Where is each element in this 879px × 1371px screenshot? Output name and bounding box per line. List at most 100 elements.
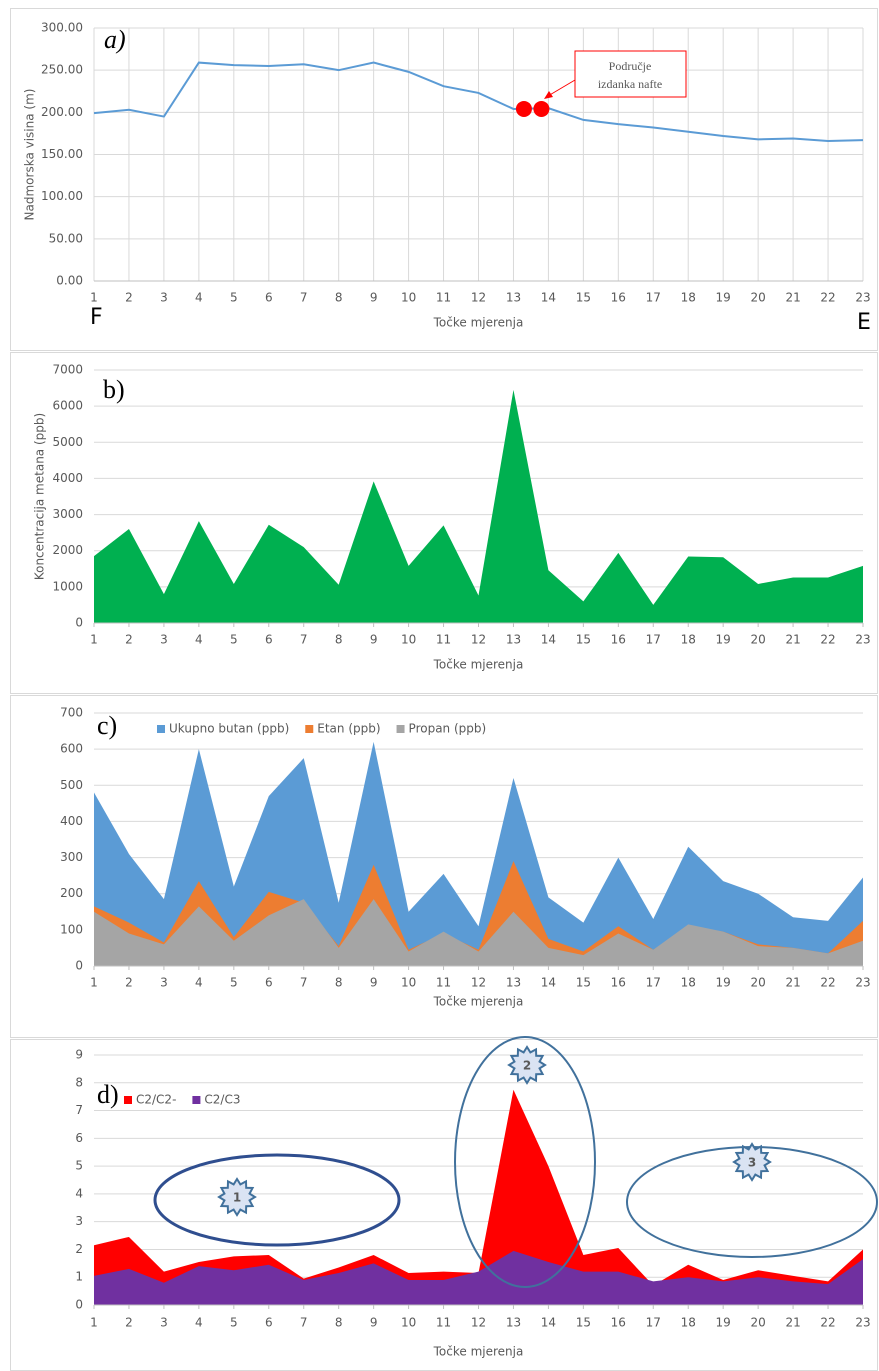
x-tick-label: 1 <box>90 976 98 990</box>
x-tick-label: 18 <box>681 291 696 305</box>
y-tick-label: 0.00 <box>56 274 83 288</box>
x-tick-label: 19 <box>716 291 731 305</box>
x-axis-label: Točke mjerenja <box>433 1345 524 1359</box>
x-tick-label: 17 <box>646 1316 661 1330</box>
legend-label: Propan (ppb) <box>409 722 487 736</box>
x-tick-label: 21 <box>785 976 800 990</box>
x-tick-label: 5 <box>230 633 238 647</box>
x-tick-label: 20 <box>750 976 765 990</box>
x-tick-label: 2 <box>125 633 133 647</box>
x-tick-label: 20 <box>750 291 765 305</box>
x-tick-label: 17 <box>646 291 661 305</box>
badge <box>217 1177 257 1217</box>
x-tick-label: 9 <box>370 1316 378 1330</box>
y-tick-label: 300.00 <box>41 21 83 35</box>
x-axis-label: Točke mjerenja <box>433 316 524 330</box>
x-tick-label: 6 <box>265 976 273 990</box>
y-tick-label: 4 <box>75 1186 83 1200</box>
x-tick-label: 19 <box>716 633 731 647</box>
y-tick-label: 150.00 <box>41 147 83 161</box>
legend-swatch <box>396 725 405 733</box>
x-tick-label: 18 <box>681 976 696 990</box>
legend-swatch <box>192 1096 201 1104</box>
x-tick-label: 12 <box>471 976 486 990</box>
y-tick-label: 5000 <box>52 435 83 449</box>
y-tick-label: 7 <box>75 1103 83 1117</box>
arrow-head <box>544 91 553 99</box>
x-tick-label: 4 <box>195 976 203 990</box>
x-tick-label: 1 <box>90 1316 98 1330</box>
y-tick-label: 200 <box>60 886 83 900</box>
badge-label: 2 <box>523 1059 531 1073</box>
x-tick-label: 7 <box>300 633 308 647</box>
x-tick-label: 17 <box>646 633 661 647</box>
y-tick-label: 600 <box>60 742 83 756</box>
x-tick-label: 18 <box>681 1316 696 1330</box>
x-tick-label: 15 <box>576 1316 591 1330</box>
marker <box>533 100 550 117</box>
x-tick-label: 16 <box>611 1316 626 1330</box>
y-tick-label: 100 <box>60 922 83 936</box>
x-tick-label: 21 <box>785 291 800 305</box>
y-tick-label: 3 <box>75 1214 83 1228</box>
legend-label: Ukupno butan (ppb) <box>169 722 289 736</box>
x-tick-label: 15 <box>576 633 591 647</box>
x-tick-label: 19 <box>716 1316 731 1330</box>
x-tick-label: 22 <box>820 976 835 990</box>
x-tick-label: 5 <box>230 976 238 990</box>
x-tick-label: 1 <box>90 291 98 305</box>
start-label: F <box>90 305 103 330</box>
panel-title: c) <box>97 711 117 740</box>
y-tick-label: 50.00 <box>49 231 83 245</box>
legend-label: Etan (ppb) <box>317 722 380 736</box>
x-tick-label: 17 <box>646 976 661 990</box>
x-tick-label: 13 <box>506 633 521 647</box>
y-tick-label: 2 <box>75 1242 83 1256</box>
x-tick-label: 9 <box>370 291 378 305</box>
x-tick-label: 1 <box>90 633 98 647</box>
y-tick-label: 400 <box>60 814 83 828</box>
x-tick-label: 8 <box>335 633 343 647</box>
y-tick-label: 4000 <box>52 471 83 485</box>
x-tick-label: 7 <box>300 976 308 990</box>
annotation-text: izdanka nafte <box>598 77 662 91</box>
x-tick-label: 11 <box>436 1316 451 1330</box>
x-tick-label: 8 <box>335 1316 343 1330</box>
annotation-arrow <box>547 79 576 97</box>
panel-frame <box>10 352 878 694</box>
y-tick-label: 0 <box>75 616 83 630</box>
panel-title: b) <box>103 375 125 404</box>
panel-title: d) <box>97 1080 119 1109</box>
legend-swatch <box>305 725 314 733</box>
x-tick-label: 13 <box>506 291 521 305</box>
x-tick-label: 9 <box>370 976 378 990</box>
y-axis-label: Koncentracija metana (ppb) <box>33 413 47 580</box>
x-tick-label: 4 <box>195 291 203 305</box>
highlight-ellipse <box>153 1153 401 1247</box>
y-tick-label: 1000 <box>52 579 83 593</box>
line <box>93 61 864 143</box>
y-tick-label: 200.00 <box>41 105 83 119</box>
y-tick-label: 7000 <box>52 363 83 377</box>
x-tick-label: 4 <box>195 633 203 647</box>
x-tick-label: 3 <box>160 1316 168 1330</box>
x-axis-label: Točke mjerenja <box>433 658 524 672</box>
x-tick-label: 11 <box>436 633 451 647</box>
x-tick-label: 12 <box>471 1316 486 1330</box>
x-tick-label: 15 <box>576 976 591 990</box>
annotation-box <box>574 50 687 98</box>
x-tick-label: 23 <box>855 291 870 305</box>
badge <box>732 1142 772 1182</box>
y-tick-label: 0 <box>75 1298 83 1312</box>
x-tick-label: 5 <box>230 291 238 305</box>
y-tick-label: 2000 <box>52 543 83 557</box>
y-tick-label: 700 <box>60 706 83 720</box>
x-tick-label: 14 <box>541 633 556 647</box>
highlight-ellipse <box>454 1036 596 1288</box>
legend-label: C2/C2- <box>136 1093 176 1107</box>
x-tick-label: 9 <box>370 633 378 647</box>
x-tick-label: 6 <box>265 1316 273 1330</box>
x-tick-label: 5 <box>230 1316 238 1330</box>
area <box>94 1250 863 1305</box>
